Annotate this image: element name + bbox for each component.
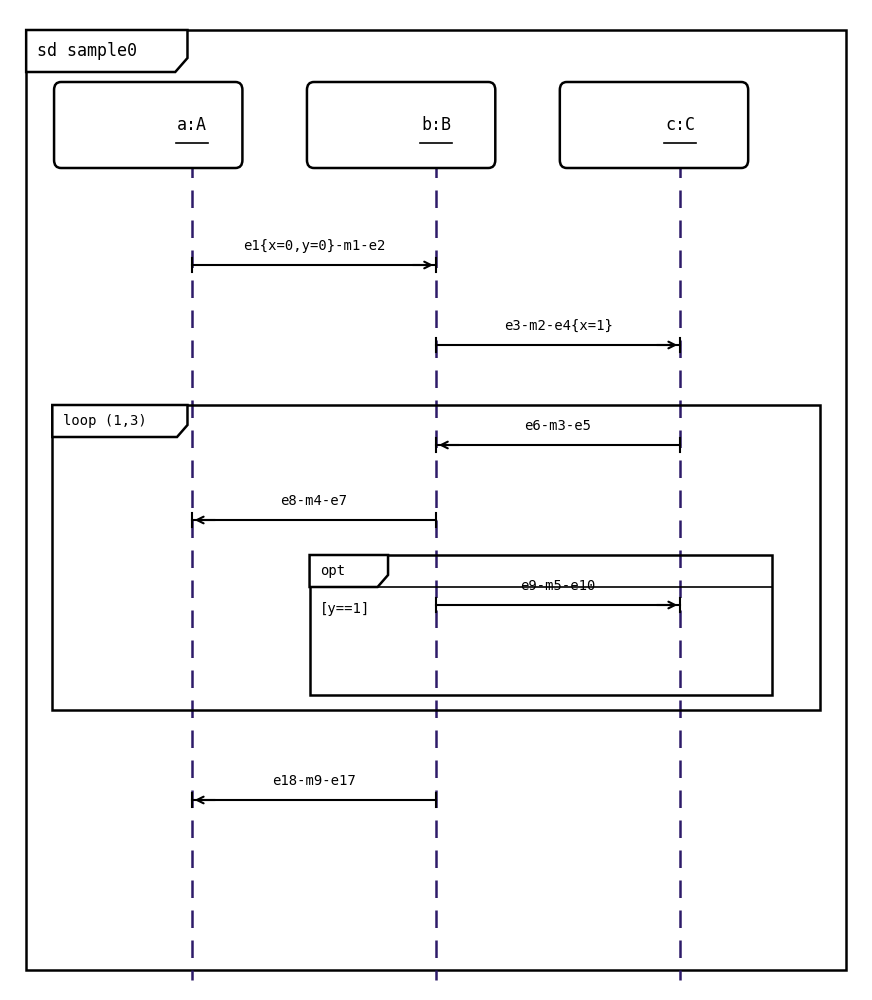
Text: e8-m4-e7: e8-m4-e7 [281, 494, 347, 508]
Text: e18-m9-e17: e18-m9-e17 [272, 774, 356, 788]
Text: c:C: c:C [665, 116, 695, 134]
FancyBboxPatch shape [54, 82, 242, 168]
Bar [52, 405, 820, 710]
FancyBboxPatch shape [560, 82, 748, 168]
Text: [y==1]: [y==1] [320, 602, 371, 616]
Text: a:A: a:A [177, 116, 207, 134]
Text: e1{x=0,y=0}-m1-e2: e1{x=0,y=0}-m1-e2 [242, 239, 385, 253]
Bar [310, 555, 772, 695]
Polygon shape [310, 555, 388, 587]
Polygon shape [26, 30, 187, 72]
Text: e3-m2-e4{x=1}: e3-m2-e4{x=1} [504, 319, 612, 333]
Text: loop (1,3): loop (1,3) [63, 414, 146, 428]
Text: e9-m5-e10: e9-m5-e10 [521, 579, 596, 593]
FancyBboxPatch shape [307, 82, 495, 168]
Text: b:B: b:B [421, 116, 451, 134]
Polygon shape [52, 405, 187, 437]
Text: opt: opt [320, 564, 345, 578]
Text: e6-m3-e5: e6-m3-e5 [525, 419, 591, 433]
Text: sd sample0: sd sample0 [37, 42, 137, 60]
